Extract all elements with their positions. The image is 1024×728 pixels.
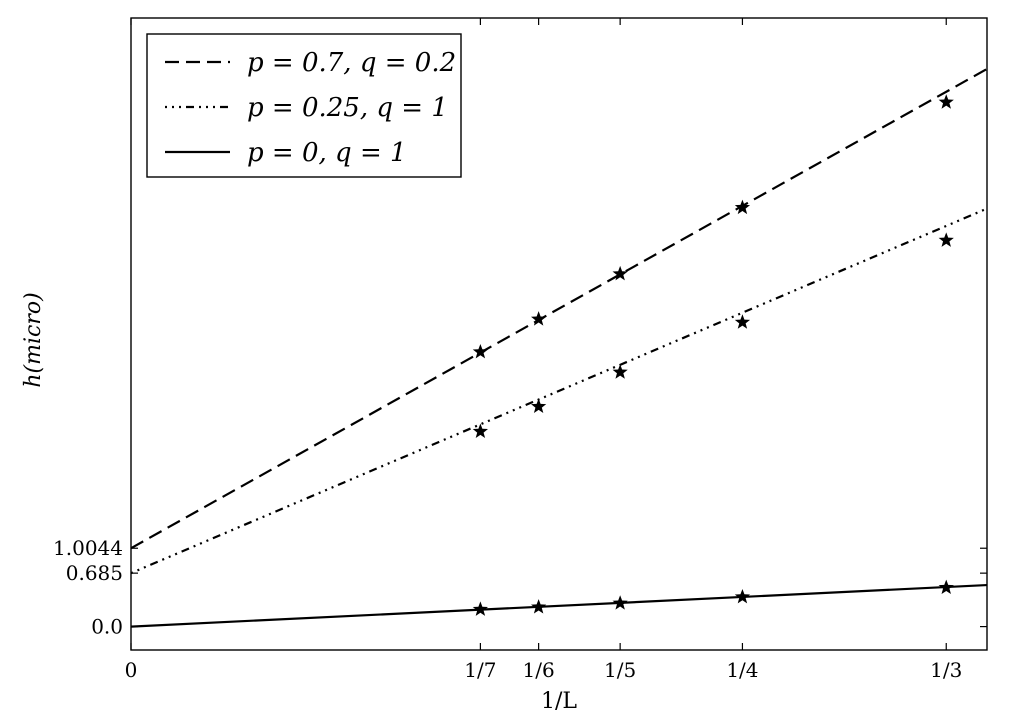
data-point-s3-2 [531,599,547,614]
data-point-s3-5 [938,579,954,595]
data-point-s1-5 [938,94,954,109]
legend-box [146,33,462,178]
data-point-s1-1 [472,343,488,359]
y-tick-label-0: 0.0 [91,615,123,639]
data-point-s2-4 [734,314,751,329]
x-tick-label-2: 1/6 [523,658,555,682]
data-point-s1-3 [612,265,628,281]
series-group [131,67,987,628]
data-point-s2-2 [531,398,547,414]
legend-label-3: p = 0, q = 1 [247,138,407,168]
series-line-3 [131,583,987,628]
legend-label-2: p = 0.25, q = 1 [247,93,448,123]
y-axis-label: h(micro) [21,292,46,387]
x-tick-label-4: 1/4 [726,658,758,682]
x-tick-label-3: 1/5 [604,658,636,682]
data-point-s2-3 [612,364,628,379]
plot-area [130,17,988,651]
data-point-s3-3 [612,595,628,610]
legend: p = 0.7, q = 0.2 p = 0.25, q = 1 p = 0, q … [146,33,462,178]
plot-frame [130,17,988,651]
y-tick-label-2: 1.0044 [53,536,123,560]
y-tick-label-1: 0.685 [66,561,123,585]
x-tick-label-1: 1/7 [464,658,496,682]
data-point-s2-1 [472,423,488,438]
x-axis-label: 1/L [541,689,577,714]
series-line-1 [131,67,987,550]
data-point-s1-4 [734,199,751,215]
data-point-s3-1 [472,601,488,616]
x-tick-label-5: 1/3 [930,658,962,682]
data-point-s2-5 [938,232,954,247]
data-point-s3-4 [734,588,751,604]
series-line-2 [131,207,987,575]
x-tick-label-0: 0 [125,658,138,682]
legend-label-1: p = 0.7, q = 0.2 [247,48,456,78]
data-point-s1-2 [531,311,547,326]
